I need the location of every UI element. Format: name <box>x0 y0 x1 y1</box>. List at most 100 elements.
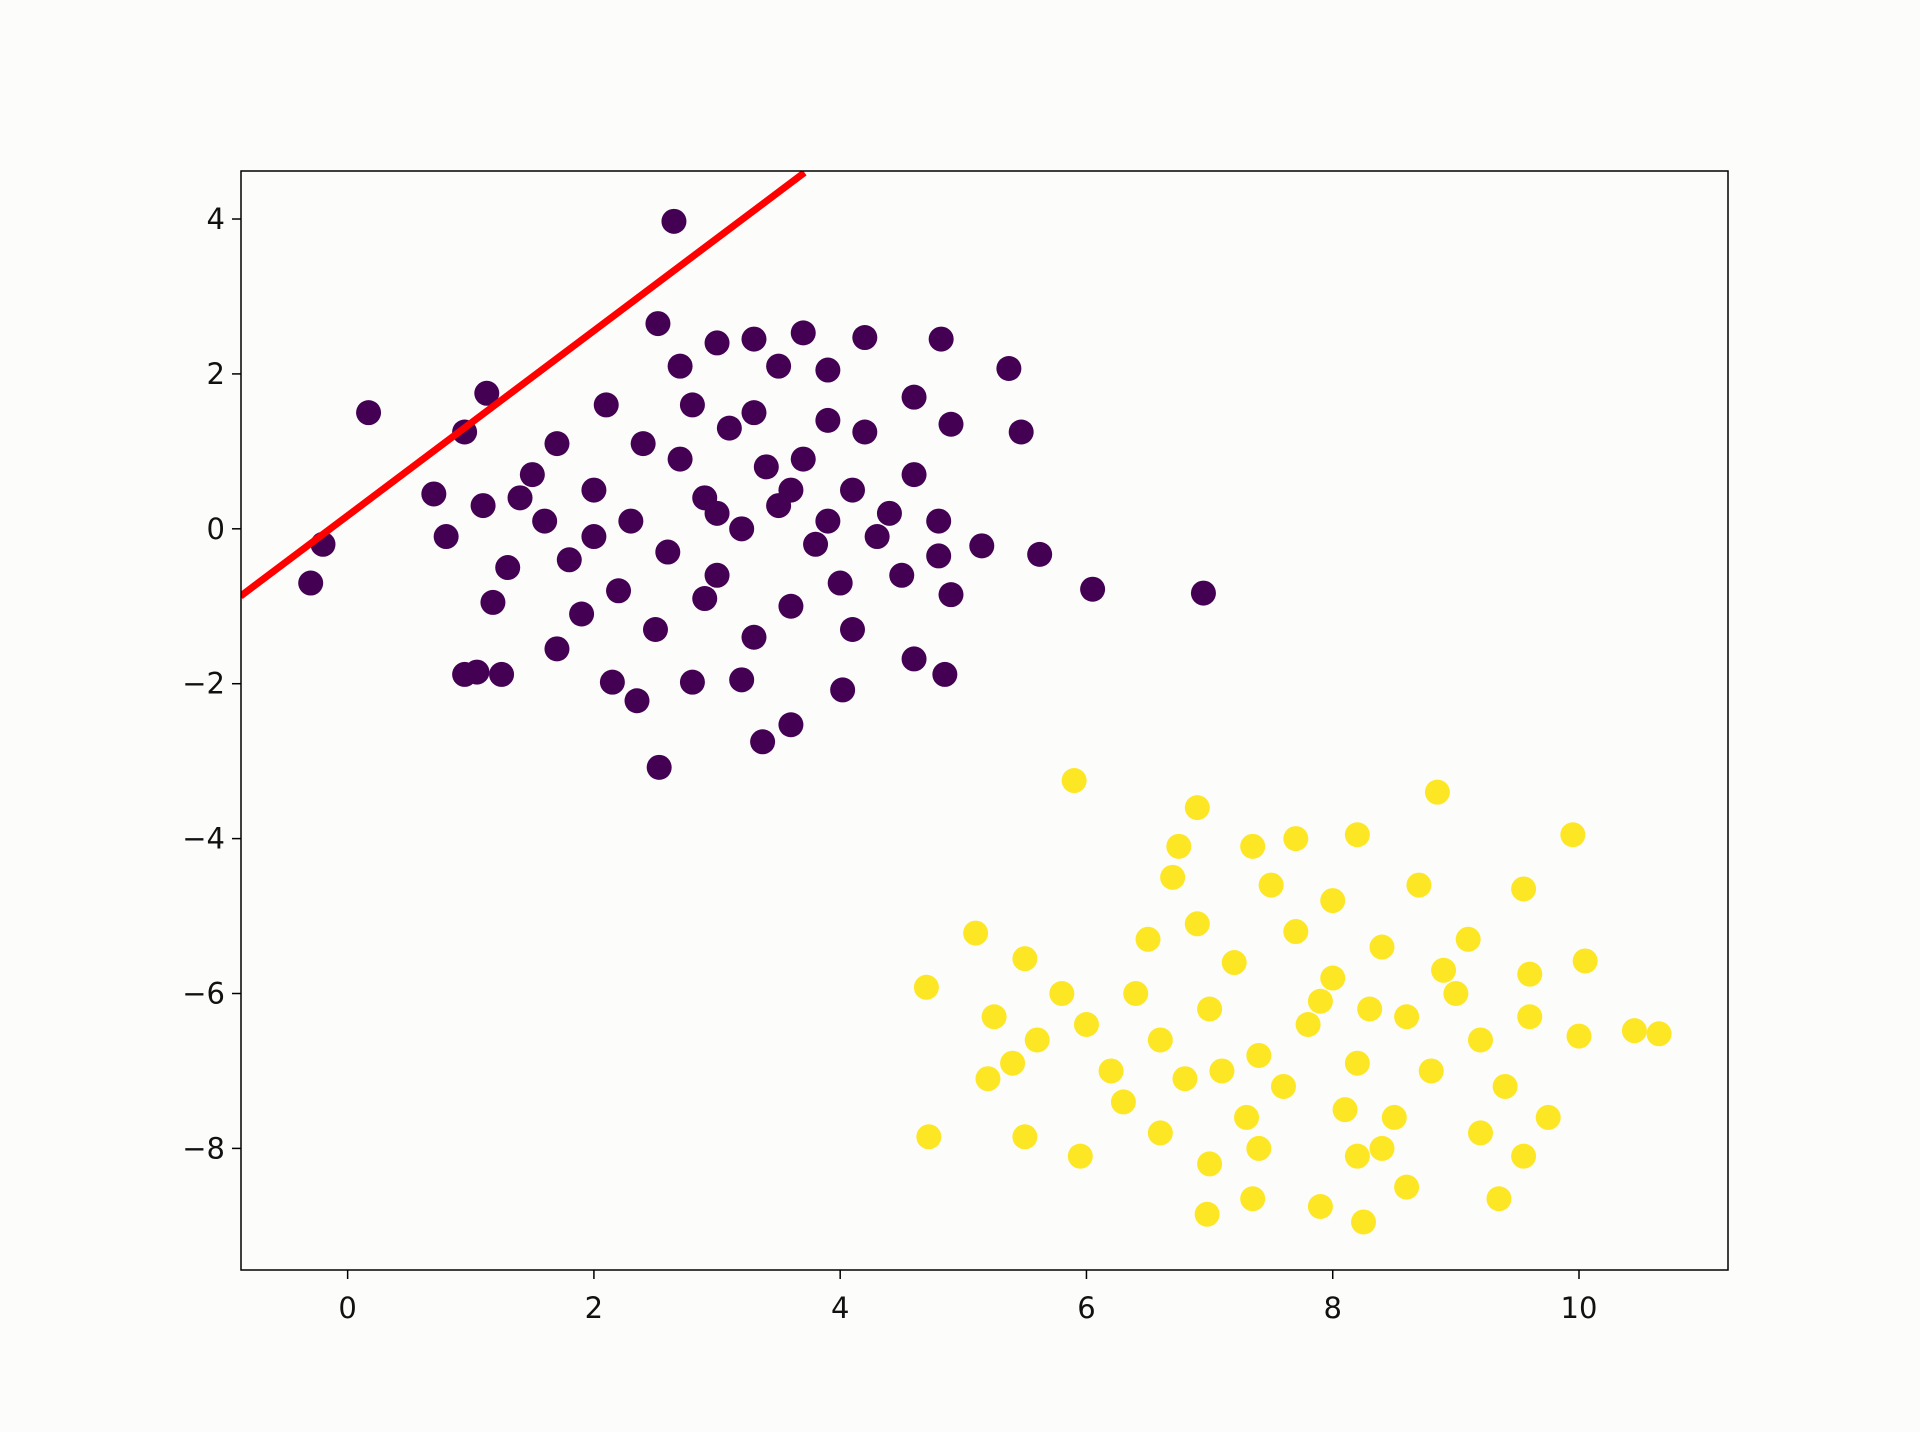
point <box>1424 779 1450 805</box>
point <box>913 974 939 1000</box>
point <box>1166 833 1192 859</box>
point <box>645 311 671 337</box>
point <box>474 380 500 406</box>
point <box>1194 1201 1220 1227</box>
point <box>618 508 644 534</box>
point <box>790 446 816 472</box>
point <box>926 508 952 534</box>
point <box>1080 576 1106 602</box>
point <box>1027 541 1053 567</box>
point <box>630 431 656 457</box>
point <box>815 508 841 534</box>
point <box>1270 1073 1296 1099</box>
point <box>556 547 582 573</box>
plot-area <box>241 171 1672 1235</box>
point <box>932 661 958 687</box>
point <box>1357 996 1383 1022</box>
point <box>1381 1104 1407 1130</box>
point <box>1621 1018 1647 1044</box>
point <box>996 355 1022 381</box>
point <box>916 1124 942 1150</box>
point <box>642 616 668 642</box>
x-tick-label: 4 <box>831 1291 849 1325</box>
point <box>480 589 506 615</box>
point <box>1246 1042 1272 1068</box>
point <box>1012 1124 1038 1150</box>
point <box>1517 961 1543 987</box>
point <box>790 320 816 346</box>
point <box>928 326 954 352</box>
x-tick-label: 0 <box>338 1291 356 1325</box>
point <box>655 539 681 565</box>
point <box>852 419 878 445</box>
point <box>1295 1011 1321 1037</box>
point <box>741 326 767 352</box>
point <box>421 481 447 507</box>
point <box>581 524 607 550</box>
point <box>778 593 804 619</box>
point <box>1135 926 1161 952</box>
point <box>1147 1120 1173 1146</box>
point <box>298 570 324 596</box>
point <box>1234 1104 1260 1130</box>
point <box>1221 950 1247 976</box>
x-tick-label: 8 <box>1324 1291 1342 1325</box>
point <box>1184 911 1210 937</box>
point <box>815 357 841 383</box>
point <box>667 353 693 379</box>
point <box>1110 1089 1136 1115</box>
point <box>938 582 964 608</box>
point <box>1172 1066 1198 1092</box>
point <box>1098 1058 1124 1084</box>
point <box>839 477 865 503</box>
line <box>241 171 807 599</box>
point <box>544 431 570 457</box>
point <box>741 624 767 650</box>
point <box>1123 981 1149 1007</box>
point <box>544 636 570 662</box>
point <box>1307 988 1333 1014</box>
point <box>1369 934 1395 960</box>
x-tick-label: 10 <box>1561 1291 1598 1325</box>
point <box>981 1004 1007 1030</box>
point <box>1258 872 1284 898</box>
point <box>1394 1174 1420 1200</box>
point <box>963 920 989 946</box>
point <box>532 508 558 534</box>
y-tick-label: −6 <box>182 977 225 1011</box>
x-tick-label: 6 <box>1077 1291 1095 1325</box>
point <box>495 555 521 581</box>
x-tick-label: 2 <box>585 1291 603 1325</box>
point <box>839 616 865 642</box>
y-tick-label: 0 <box>207 512 225 546</box>
point <box>470 493 496 519</box>
point <box>624 688 650 714</box>
point <box>1344 822 1370 848</box>
point <box>889 562 915 588</box>
point <box>704 500 730 526</box>
point <box>1240 1186 1266 1212</box>
point <box>1197 1151 1223 1177</box>
y-tick-label: 2 <box>207 357 225 391</box>
point <box>1147 1027 1173 1053</box>
point <box>864 524 890 550</box>
point <box>975 1066 1001 1092</box>
point <box>1560 822 1586 848</box>
y-tick-label: 4 <box>207 202 225 236</box>
point <box>1351 1209 1377 1235</box>
point <box>1209 1058 1235 1084</box>
y-tick-label: −4 <box>182 822 225 856</box>
point <box>581 477 607 503</box>
point <box>1566 1023 1592 1049</box>
point <box>704 562 730 588</box>
point <box>569 601 595 627</box>
point <box>741 400 767 426</box>
point <box>1184 795 1210 821</box>
point <box>489 661 515 687</box>
point <box>901 462 927 488</box>
point <box>766 353 792 379</box>
point <box>692 586 718 612</box>
point <box>1646 1021 1672 1047</box>
